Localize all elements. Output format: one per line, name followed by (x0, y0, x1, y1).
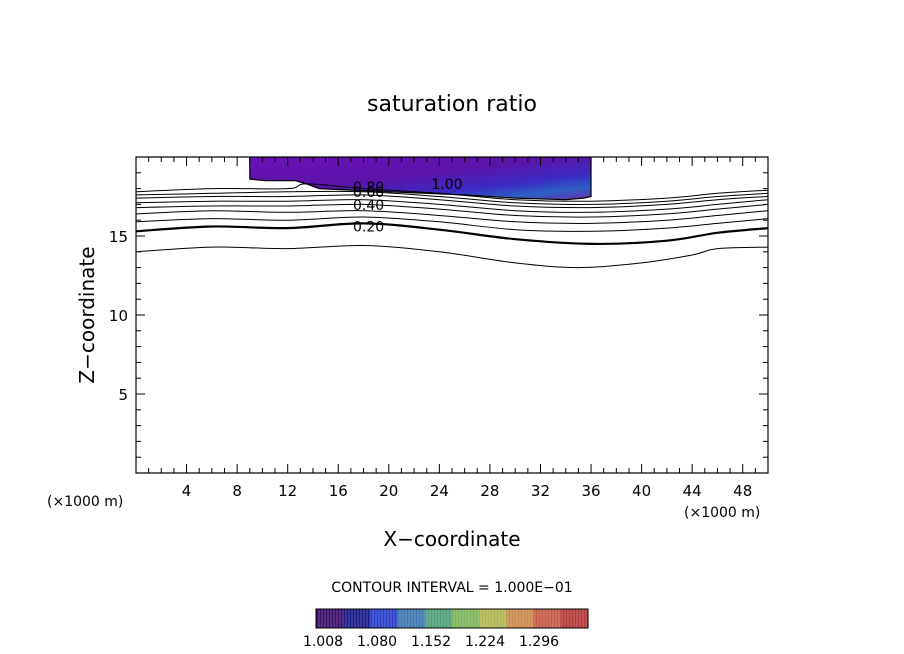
contour-line-0.3 (136, 216, 768, 232)
colorbar-segment (343, 609, 371, 628)
colorbar-segment (397, 609, 426, 628)
filled-region-supersaturated (249, 157, 592, 201)
colorbar-tick-label: 1.152 (411, 634, 451, 650)
contour-label-0.80: 0.80 (353, 180, 384, 196)
colorbar-segment (479, 609, 507, 628)
colorbar (315, 608, 589, 629)
x-tick-label: 16 (329, 482, 348, 500)
x-tick-label: 32 (531, 482, 550, 500)
contour-label-0.60: 0.60 (353, 185, 384, 201)
contour-line-0.9 (136, 183, 768, 202)
x-unit-right: (×1000 m) (684, 505, 760, 521)
colorbar-segment (316, 609, 344, 628)
x-tick-label: 28 (480, 482, 499, 500)
x-tick-label: 20 (379, 482, 398, 500)
colorbar-segment (424, 609, 453, 628)
x-unit-left: (×1000 m) (47, 494, 123, 510)
contour-interval-text: CONTOUR INTERVAL = 1.000E−01 (331, 580, 572, 596)
colorbar-frame (315, 608, 589, 629)
filled-region-layer (249, 157, 592, 201)
colorbar-segment (506, 609, 535, 628)
colorbar-segment (370, 609, 399, 628)
y-tick-label: 10 (109, 307, 128, 325)
contour-label-0.40: 0.40 (353, 198, 384, 214)
x-tick-label: 8 (232, 482, 242, 500)
contour-lines-layer (136, 183, 768, 269)
colorbar-tick-label: 1.080 (357, 634, 397, 650)
contour-line-0.4 (136, 210, 768, 224)
x-axis-label: X−coordinate (383, 527, 520, 551)
x-tick-label: 48 (733, 482, 752, 500)
x-tick-label: 24 (430, 482, 449, 500)
y-tick-label: 5 (118, 386, 128, 404)
x-tick-label: 4 (182, 482, 192, 500)
contour-labels-layer: 0.800.600.40 0.20 1.00 (353, 177, 463, 236)
contour-line-0.1 (136, 244, 768, 269)
chart-title: saturation ratio (367, 92, 537, 117)
colorbar-segment (452, 609, 480, 628)
x-tick-label: 44 (683, 482, 702, 500)
x-tick-label: 12 (278, 482, 297, 500)
contour-line-0.8 (136, 190, 768, 205)
colorbar-tick-label: 1.008 (303, 634, 343, 650)
y-tick-label: 15 (109, 228, 128, 246)
colorbar-tick-label: 1.296 (519, 634, 559, 650)
contour-label-0.20: 0.20 (353, 220, 384, 236)
x-tick-label: 40 (632, 482, 651, 500)
contour-line-0.6 (136, 199, 768, 213)
colorbar-tick-label: 1.224 (465, 634, 505, 650)
colorbar-labels: 1.008 1.080 1.152 1.224 1.296 (303, 634, 559, 650)
contour-line-0.7 (136, 194, 768, 209)
x-tick-label: 36 (581, 482, 600, 500)
colorbar-segment (560, 609, 589, 628)
contour-label-1.00: 1.00 (431, 177, 462, 193)
contour-line-0.5 (136, 203, 768, 218)
contour-line-0.2 (136, 222, 768, 246)
y-axis-label: Z−coordinate (75, 246, 99, 383)
colorbar-segment (533, 609, 562, 628)
